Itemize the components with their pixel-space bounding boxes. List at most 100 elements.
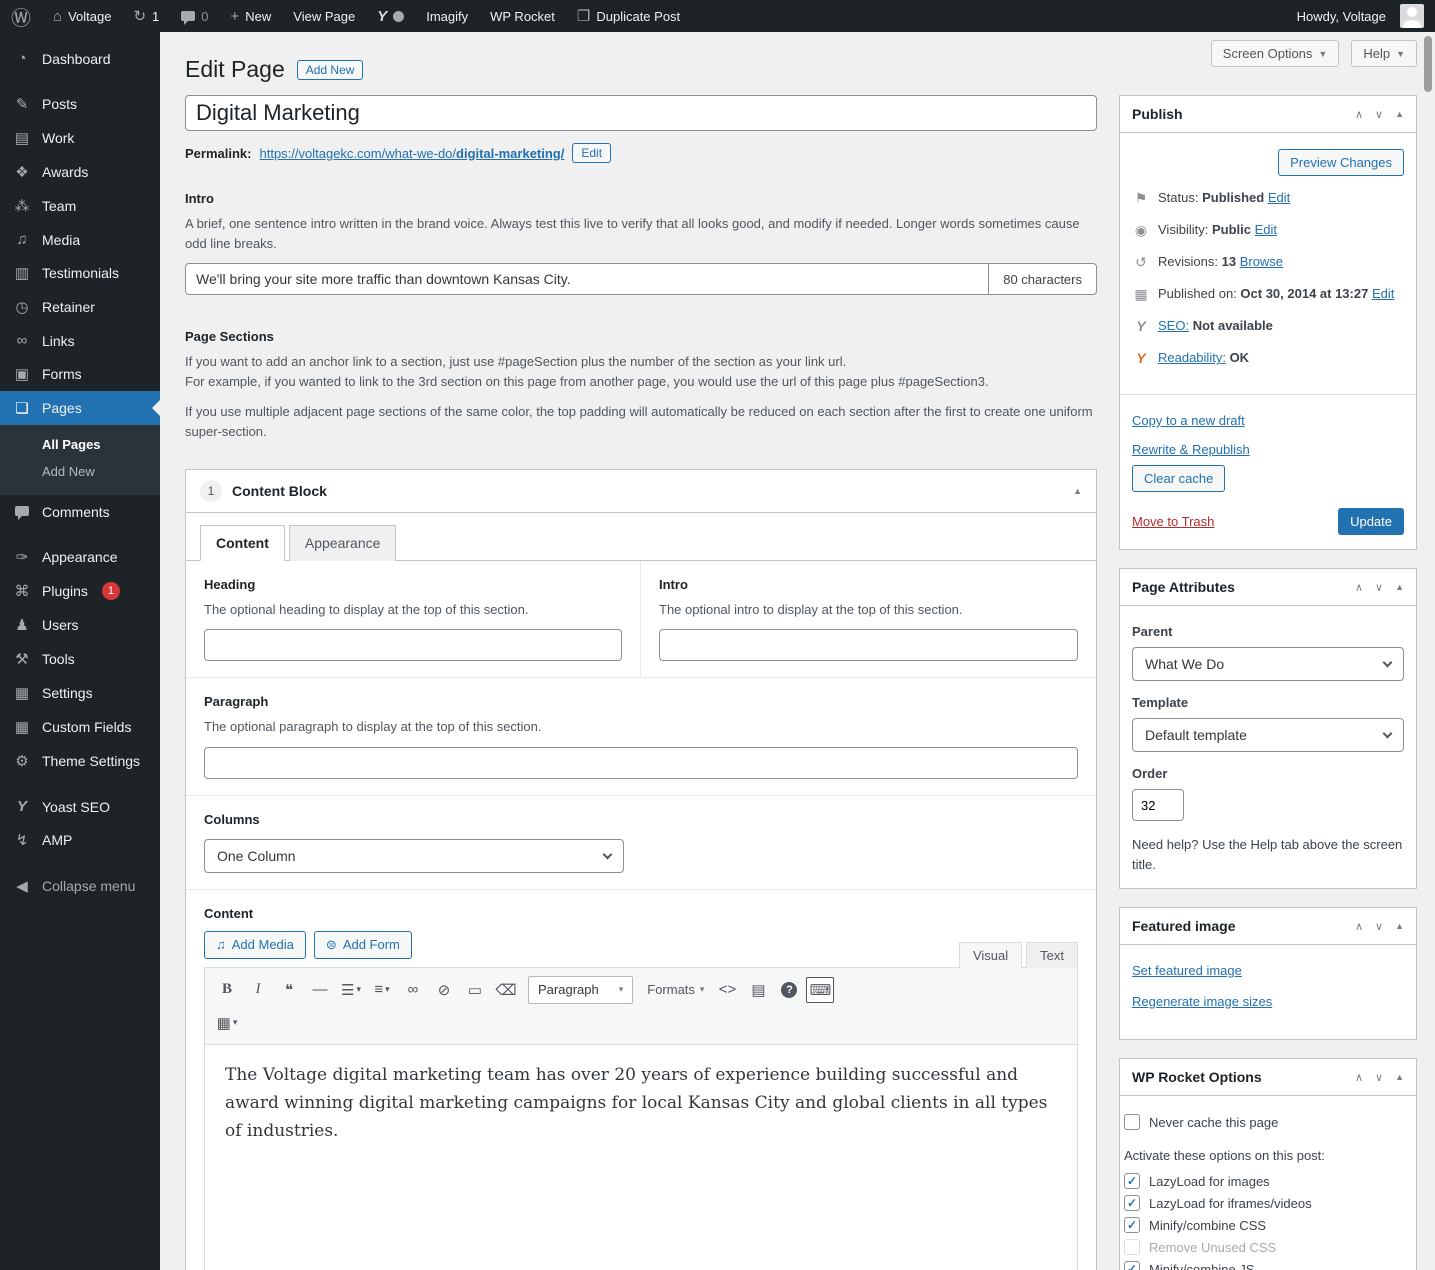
bullet-list-button[interactable]: ☰ ▾ — [341, 981, 361, 999]
regenerate-image-sizes-link[interactable]: Regenerate image sizes — [1132, 994, 1273, 1009]
browse-revisions-link[interactable]: Browse — [1239, 254, 1284, 269]
tab-content[interactable]: Content — [200, 524, 285, 561]
columns-select[interactable]: One Column — [204, 838, 624, 873]
new-content-menu[interactable]: + New — [230, 7, 272, 25]
screen-options-button[interactable]: Screen Options ▼ — [1210, 40, 1340, 67]
update-button[interactable]: Update — [1338, 508, 1404, 535]
clear-cache-button[interactable]: Clear cache — [1132, 465, 1226, 492]
duplicate-post-menu[interactable]: ❐ Duplicate Post — [576, 8, 681, 25]
table-button[interactable]: ▦ ▾ — [216, 1014, 238, 1032]
tab-appearance[interactable]: Appearance — [288, 524, 397, 561]
imagify-menu[interactable]: Imagify — [426, 8, 469, 24]
sidebar-item-plugins[interactable]: ⌘ Plugins 1 — [0, 574, 160, 608]
sidebar-item-awards[interactable]: ❖ Awards — [0, 155, 160, 189]
toolbar-toggle-button[interactable]: ⌨ — [806, 976, 835, 1003]
move-up-icon[interactable]: ∧ — [1354, 1071, 1364, 1084]
checkbox-checked-icon[interactable]: ✓ — [1124, 1195, 1140, 1211]
order-input[interactable] — [1132, 789, 1184, 821]
paragraph-input[interactable] — [204, 746, 1078, 779]
never-cache-checkbox-row[interactable]: Never cache this page — [1124, 1114, 1404, 1130]
paragraph-style-select[interactable]: Paragraph ▾ — [528, 975, 634, 1004]
edit-date-link[interactable]: Edit — [1371, 286, 1395, 301]
sidebar-item-media[interactable]: ♫ Media — [0, 223, 160, 256]
toggle-panel-icon[interactable]: ▲ — [1395, 1072, 1404, 1082]
view-page-menu[interactable]: View Page — [293, 8, 356, 24]
paste-as-text-button[interactable]: ▤ — [751, 981, 766, 999]
remove-link-button[interactable]: ⊘ — [437, 981, 451, 999]
move-down-icon[interactable]: ∨ — [1375, 920, 1384, 933]
tab-text[interactable]: Text — [1026, 941, 1078, 968]
sidebar-collapse-menu[interactable]: ◀ Collapse menu — [0, 869, 160, 903]
wp-rocket-menu[interactable]: WP Rocket — [490, 8, 555, 24]
post-title-input[interactable] — [185, 95, 1097, 131]
permalink-edit-button[interactable]: Edit — [572, 143, 612, 163]
readability-link[interactable]: Readability: — [1158, 350, 1226, 365]
insert-link-button[interactable]: ∞ — [407, 981, 419, 999]
toggle-panel-icon[interactable]: ▲ — [1395, 582, 1404, 592]
add-form-button[interactable]: ⊜ Add Form — [313, 930, 412, 959]
page-scrollbar[interactable] — [1424, 36, 1432, 92]
parent-page-select[interactable]: What We Do — [1132, 647, 1404, 681]
checkbox-checked-icon[interactable]: ✓ — [1124, 1217, 1140, 1233]
collapse-section-icon[interactable]: ▲ — [1073, 485, 1082, 496]
lazyload-iframes-checkbox-row[interactable]: ✓ LazyLoad for iframes/videos — [1124, 1195, 1404, 1211]
checkbox-checked-icon[interactable]: ✓ — [1124, 1173, 1140, 1189]
move-down-icon[interactable]: ∨ — [1375, 1071, 1384, 1084]
submenu-all-pages[interactable]: All Pages — [42, 437, 101, 452]
edit-visibility-link[interactable]: Edit — [1254, 222, 1278, 237]
sidebar-item-comments[interactable]: Comments — [0, 495, 160, 528]
copy-to-new-draft-link[interactable]: Copy to a new draft — [1132, 413, 1245, 428]
sidebar-item-forms[interactable]: ▣ Forms — [0, 357, 160, 391]
move-to-trash-link[interactable]: Move to Trash — [1132, 514, 1215, 529]
move-up-icon[interactable]: ∧ — [1354, 920, 1364, 933]
sidebar-item-amp[interactable]: ↯ AMP — [0, 823, 160, 857]
toggle-panel-icon[interactable]: ▲ — [1395, 921, 1404, 931]
heading-input[interactable] — [204, 629, 622, 662]
add-new-button[interactable]: Add New — [296, 59, 364, 80]
submenu-add-new[interactable]: Add New — [42, 464, 95, 479]
bold-button[interactable]: B — [221, 981, 232, 998]
checkbox-checked-icon[interactable]: ✓ — [1124, 1261, 1140, 1270]
horizontal-rule-button[interactable]: — — [312, 981, 328, 999]
sidebar-item-appearance[interactable]: ✑ Appearance — [0, 540, 160, 574]
sidebar-item-yoast-seo[interactable]: Y Yoast SEO — [0, 790, 160, 823]
yoast-menu[interactable]: Y — [366, 0, 415, 32]
italic-button[interactable]: I — [255, 981, 261, 998]
tab-visual[interactable]: Visual — [958, 941, 1023, 968]
sidebar-item-work[interactable]: ▤ Work — [0, 121, 160, 155]
checkbox-unchecked-icon[interactable] — [1124, 1114, 1140, 1130]
add-media-button[interactable]: ♫ Add Media — [204, 930, 306, 959]
editor-content-area[interactable]: The Voltage digital marketing team has o… — [225, 1064, 1048, 1141]
site-name-menu[interactable]: ⌂ Voltage — [53, 7, 112, 25]
sidebar-item-custom-fields[interactable]: ▦ Custom Fields — [0, 710, 160, 744]
sidebar-item-dashboard[interactable]: ◔ Dashboard — [0, 42, 160, 75]
minify-js-checkbox-row[interactable]: ✓ Minify/combine JS — [1124, 1261, 1404, 1270]
sidebar-item-team[interactable]: ⁂ Team — [0, 189, 160, 223]
sidebar-item-retainer[interactable]: ◷ Retainer — [0, 290, 160, 324]
move-up-icon[interactable]: ∧ — [1354, 581, 1364, 594]
lazyload-images-checkbox-row[interactable]: ✓ LazyLoad for images — [1124, 1173, 1404, 1189]
seo-link[interactable]: SEO: — [1158, 318, 1190, 333]
set-featured-image-link[interactable]: Set featured image — [1132, 963, 1242, 978]
sidebar-item-theme-settings[interactable]: ⚙ Theme Settings — [0, 744, 160, 778]
move-up-icon[interactable]: ∧ — [1354, 108, 1364, 121]
section-intro-input[interactable] — [659, 629, 1078, 662]
content-block-header[interactable]: 1 Content Block ▲ — [186, 470, 1096, 513]
numbered-list-button[interactable]: ≡ ▾ — [374, 981, 390, 999]
updates-menu[interactable]: ↻ 1 — [133, 7, 160, 25]
help-button[interactable]: ? — [775, 977, 803, 1003]
intro-input[interactable] — [185, 263, 990, 295]
read-more-button[interactable]: ▭ — [467, 981, 483, 999]
sidebar-item-pages[interactable]: ❏ Pages — [0, 391, 160, 425]
permalink-link[interactable]: https://voltagekc.com/what-we-do/digital… — [259, 145, 565, 161]
toggle-panel-icon[interactable]: ▲ — [1395, 109, 1404, 119]
sidebar-item-tools[interactable]: ⚒ Tools — [0, 642, 160, 676]
rewrite-republish-link[interactable]: Rewrite & Republish — [1132, 442, 1250, 457]
howdy-account-menu[interactable]: Howdy, Voltage — [1286, 0, 1435, 32]
sidebar-item-posts[interactable]: ✎ Posts — [0, 87, 160, 121]
wordpress-logo-menu[interactable]: Ⓦ — [0, 0, 42, 32]
sidebar-item-testimonials[interactable]: ▥ Testimonials — [0, 256, 160, 290]
help-tab-button[interactable]: Help ▼ — [1351, 40, 1417, 67]
template-select[interactable]: Default template — [1132, 718, 1404, 752]
edit-status-link[interactable]: Edit — [1267, 190, 1291, 205]
